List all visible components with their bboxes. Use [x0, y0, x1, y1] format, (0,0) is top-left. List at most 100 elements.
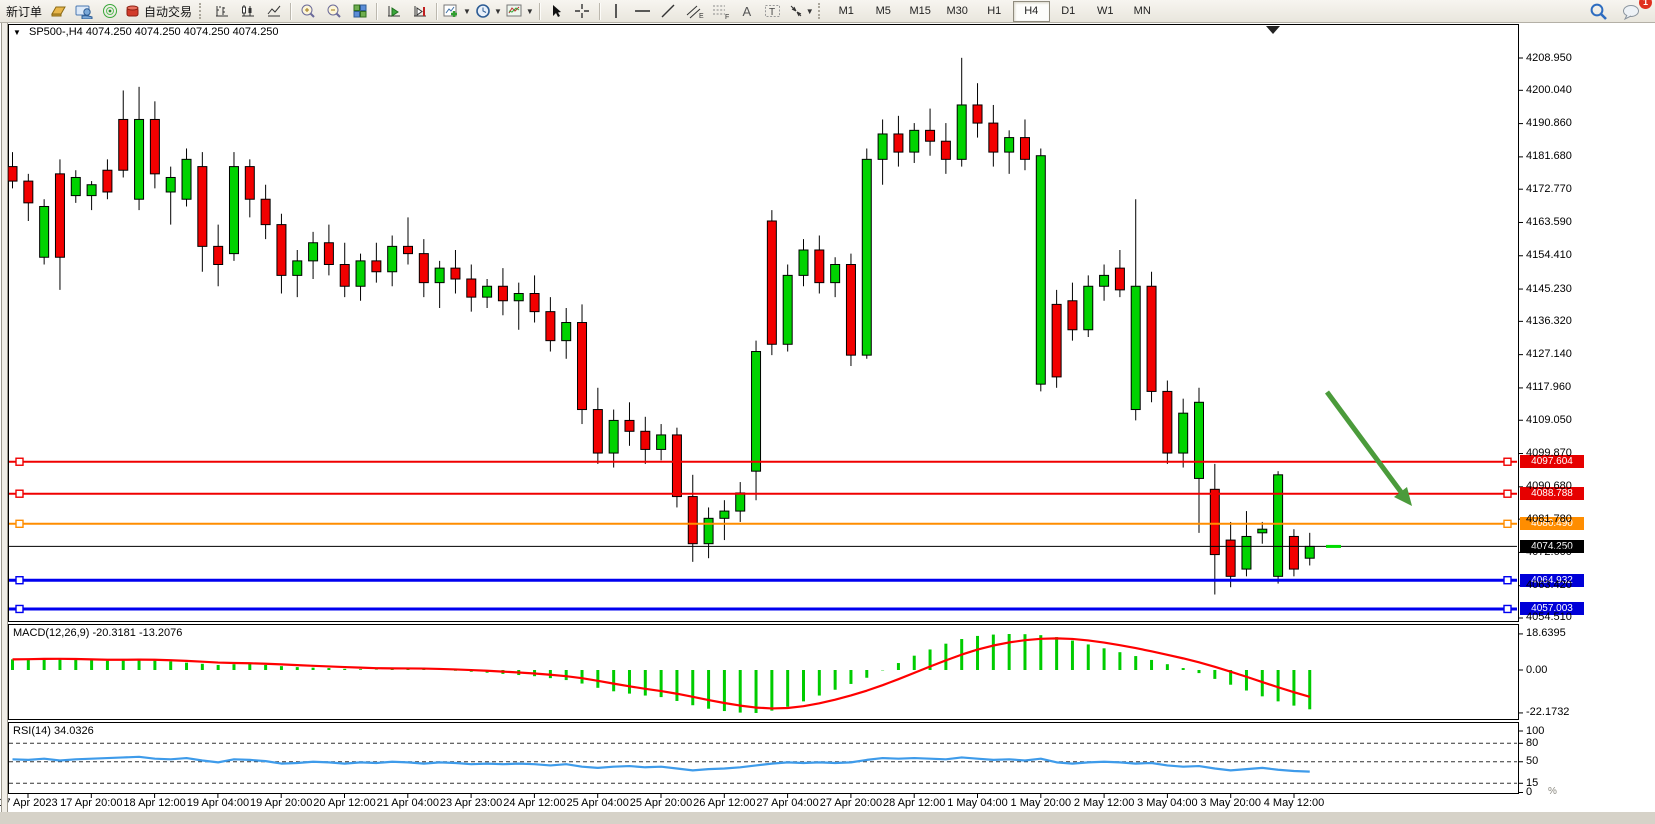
- dropdown-caret-icon: ▼: [463, 6, 471, 16]
- trendline-tool-icon[interactable]: [656, 1, 682, 21]
- bull-candle: [165, 176, 176, 193]
- bear-candle: [339, 264, 350, 287]
- timeframe-D1[interactable]: D1: [1061, 5, 1076, 17]
- chart-ohlc-values: 4074.250 4074.250 4074.250 4074.250: [85, 26, 279, 38]
- line-handle[interactable]: [15, 519, 24, 528]
- bull-candle: [1083, 285, 1094, 331]
- timeframe-M1[interactable]: M1: [838, 5, 854, 17]
- zoom-in-icon[interactable]: [295, 1, 321, 21]
- timeframe-M30[interactable]: M30: [946, 5, 968, 17]
- arrows-dropdown[interactable]: ▼: [786, 1, 816, 21]
- line-handle[interactable]: [15, 457, 24, 466]
- bear-candle: [545, 311, 556, 342]
- toolbar-separator: [598, 2, 601, 20]
- bar-chart-type-icon[interactable]: [209, 1, 235, 21]
- bull-candle: [1257, 528, 1268, 534]
- zoom-out-icon[interactable]: [321, 1, 347, 21]
- horizontal-line-tool-icon[interactable]: [630, 1, 656, 21]
- chart-dropdown-icon[interactable]: ▼: [13, 28, 21, 37]
- timeframe-M5[interactable]: M5: [875, 5, 891, 17]
- gold-icon: [50, 6, 66, 17]
- line-handle[interactable]: [15, 489, 24, 498]
- line-handle[interactable]: [15, 576, 24, 585]
- timeframe-H4[interactable]: H4: [1012, 0, 1050, 22]
- auto-trading-label: 自动交易: [144, 4, 193, 19]
- bull-candle: [798, 249, 809, 276]
- trend-arrow[interactable]: [1324, 390, 1404, 494]
- templates-dropdown[interactable]: ▼: [504, 1, 536, 21]
- signals-icon[interactable]: [97, 1, 123, 21]
- candlestick-chart-type-icon[interactable]: [235, 1, 261, 21]
- bear-candle: [371, 260, 382, 273]
- line-handle[interactable]: [1503, 576, 1512, 585]
- periods-dropdown[interactable]: ▼: [473, 1, 504, 21]
- dropdown-caret-icon: ▼: [525, 6, 534, 16]
- metaeditor-icon[interactable]: [45, 1, 71, 21]
- rsi-pane-area[interactable]: [8, 722, 1518, 793]
- bear-candle: [577, 322, 588, 411]
- dock-splitter[interactable]: [1, 23, 8, 812]
- bull-candle: [308, 242, 319, 262]
- line-chart-type-icon[interactable]: [261, 1, 287, 21]
- new-chart-dropdown[interactable]: ▼: [441, 1, 473, 21]
- bear-candle: [893, 133, 904, 153]
- price-axis[interactable]: [1518, 24, 1655, 793]
- notifications-icon[interactable]: 1: [1619, 0, 1652, 21]
- vertical-line-tool-icon[interactable]: [604, 1, 630, 21]
- bull-candle: [877, 133, 888, 160]
- bull-candle: [387, 245, 398, 273]
- line-handle[interactable]: [15, 604, 24, 614]
- bull-candle: [355, 260, 366, 287]
- bear-candle: [1209, 488, 1220, 556]
- bull-candle: [134, 118, 145, 200]
- timeframe-group: M1 M5 M15 M30 H1 H4 D1 W1 MN: [828, 0, 1161, 22]
- market-watch-icon[interactable]: [71, 1, 97, 21]
- scale-percent-icon[interactable]: %: [1548, 786, 1557, 797]
- bear-candle: [1051, 303, 1062, 378]
- line-handle[interactable]: [1503, 604, 1512, 614]
- time-axis[interactable]: [8, 793, 1518, 812]
- bear-candle: [497, 285, 508, 302]
- pane-splitter[interactable]: [8, 717, 1518, 723]
- tile-windows-icon[interactable]: [347, 1, 373, 21]
- bear-candle: [213, 245, 224, 266]
- toolbar-separator: [376, 2, 379, 20]
- bear-candle: [403, 245, 413, 255]
- bear-candle: [988, 122, 999, 153]
- search-icon[interactable]: [1585, 1, 1611, 21]
- svg-text:T: T: [769, 7, 775, 18]
- bull-candle: [70, 176, 81, 197]
- line-handle[interactable]: [1503, 489, 1512, 498]
- bear-candle: [640, 430, 651, 450]
- crosshair-tool-icon[interactable]: [570, 1, 596, 21]
- bear-candle: [972, 104, 983, 124]
- pane-splitter[interactable]: [8, 619, 1518, 625]
- toolbar: 新订单 自动交易: [0, 0, 1655, 23]
- line-handle[interactable]: [1503, 457, 1512, 466]
- timeframe-W1[interactable]: W1: [1096, 5, 1114, 17]
- bull-candle: [1178, 412, 1189, 454]
- chart-shift-icon[interactable]: [407, 1, 433, 21]
- text-label-tool-icon[interactable]: T: [760, 1, 786, 21]
- main-chart-area[interactable]: [8, 24, 1518, 621]
- notification-badge: 1: [1639, 0, 1652, 9]
- cursor-tool-icon[interactable]: [544, 1, 570, 21]
- line-handle[interactable]: [1503, 519, 1512, 528]
- timeframe-MN[interactable]: MN: [1133, 5, 1151, 17]
- bull-candle: [513, 293, 524, 302]
- text-tool-icon[interactable]: A: [742, 3, 752, 19]
- chart-title: ▼ SP500-,H4 4074.250 4074.250 4074.250 4…: [13, 26, 279, 38]
- equidistant-channel-tool-icon[interactable]: E: [682, 1, 708, 21]
- bear-candle: [244, 166, 255, 200]
- auto-scroll-icon[interactable]: [381, 1, 407, 21]
- bear-candle: [814, 249, 825, 284]
- fibonacci-tool-icon[interactable]: F: [708, 1, 734, 21]
- auto-trading-button[interactable]: 自动交易: [123, 1, 197, 21]
- macd-pane-area[interactable]: [8, 624, 1518, 719]
- timeframe-M15[interactable]: M15: [909, 5, 931, 17]
- bull-candle: [782, 274, 793, 345]
- bear-candle: [592, 409, 603, 454]
- timeframe-H1[interactable]: H1: [987, 5, 1002, 17]
- svg-text:F: F: [725, 14, 729, 20]
- new-order-button[interactable]: 新订单: [6, 4, 43, 19]
